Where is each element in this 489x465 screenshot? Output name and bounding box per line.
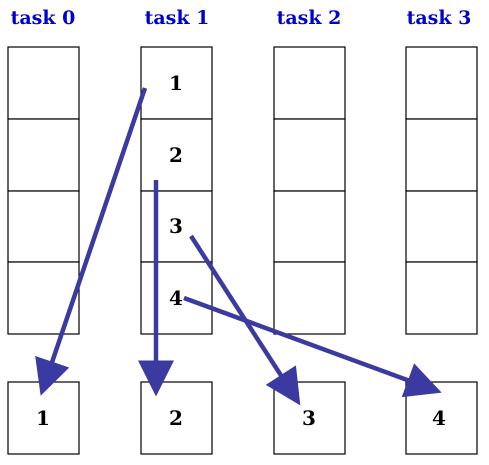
arrow-4-to-task-3 xyxy=(183,295,442,398)
source-cell xyxy=(7,261,80,335)
source-cell xyxy=(405,190,478,263)
task-1-source-column: 1 2 3 4 xyxy=(140,46,213,335)
task-1-cell-1-number: 1 xyxy=(169,71,183,95)
source-cell xyxy=(140,261,213,335)
task-2-source-column xyxy=(273,46,346,335)
arrow-1-to-task-0 xyxy=(35,87,148,396)
source-cell xyxy=(7,46,80,120)
task-2-output: 3 xyxy=(273,381,346,455)
source-cell xyxy=(273,118,346,192)
task-1-cell-2-number: 2 xyxy=(169,143,183,167)
task-3-output: 4 xyxy=(405,381,478,455)
source-cell xyxy=(273,261,346,335)
task-2-label: task 2 xyxy=(277,7,342,29)
task-0-output-number: 1 xyxy=(36,406,50,430)
arrow-3-to-task-2 xyxy=(189,234,301,406)
source-cell xyxy=(140,118,213,192)
task-3-label: task 3 xyxy=(407,7,472,29)
task-2-output-number: 3 xyxy=(302,406,316,430)
source-cell xyxy=(7,118,80,192)
task-3-output-number: 4 xyxy=(432,406,446,430)
source-cell xyxy=(405,261,478,335)
task-0-source-column xyxy=(7,46,80,335)
source-cell xyxy=(140,46,213,120)
task-1-label: task 1 xyxy=(145,7,210,29)
task-0-label: task 0 xyxy=(11,7,76,29)
task-0-output: 1 xyxy=(7,381,80,455)
task-1-cell-4-number: 4 xyxy=(169,286,183,310)
source-cell xyxy=(405,46,478,120)
source-cell xyxy=(405,118,478,192)
task-1-cell-3-number: 3 xyxy=(169,214,183,238)
task-1-output-number: 2 xyxy=(169,406,183,430)
source-cell xyxy=(273,190,346,263)
task-1-output: 2 xyxy=(140,381,213,455)
task-3-source-column xyxy=(405,46,478,335)
source-cell xyxy=(7,190,80,263)
source-cell xyxy=(273,46,346,120)
